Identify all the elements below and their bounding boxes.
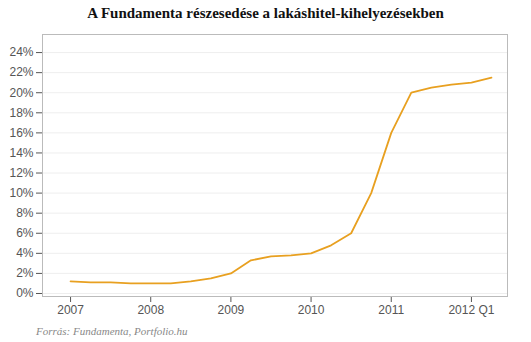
svg-text:8%: 8% [16,206,34,220]
svg-text:2009: 2009 [218,303,245,317]
html-text:A Fundamenta részesedése a lak: A Fundamenta részesedése a lakáshitel-ki… [87,5,444,21]
svg-text:18%: 18% [9,106,33,120]
svg-text:14%: 14% [9,146,33,160]
svg-text:22%: 22% [9,65,33,79]
svg-text:2%: 2% [16,266,34,280]
svg-text:10%: 10% [9,186,33,200]
svg-text:2011: 2011 [378,303,404,317]
svg-text:4%: 4% [16,246,34,260]
svg-text:2010: 2010 [298,303,325,317]
svg-text:16%: 16% [9,126,33,140]
html-text:Forrás: Fundamenta, Portfolio.: Forrás: Fundamenta, Portfolio.hu [36,325,188,337]
svg-text:2008: 2008 [137,303,164,317]
svg-text:6%: 6% [16,226,34,240]
svg-text:24%: 24% [9,45,33,59]
svg-text:20%: 20% [9,86,33,100]
svg-text:12%: 12% [9,166,33,180]
svg-text:0%: 0% [16,286,34,300]
svg-text:2007: 2007 [57,303,84,317]
svg-text:2012 Q1: 2012 Q1 [448,303,494,317]
